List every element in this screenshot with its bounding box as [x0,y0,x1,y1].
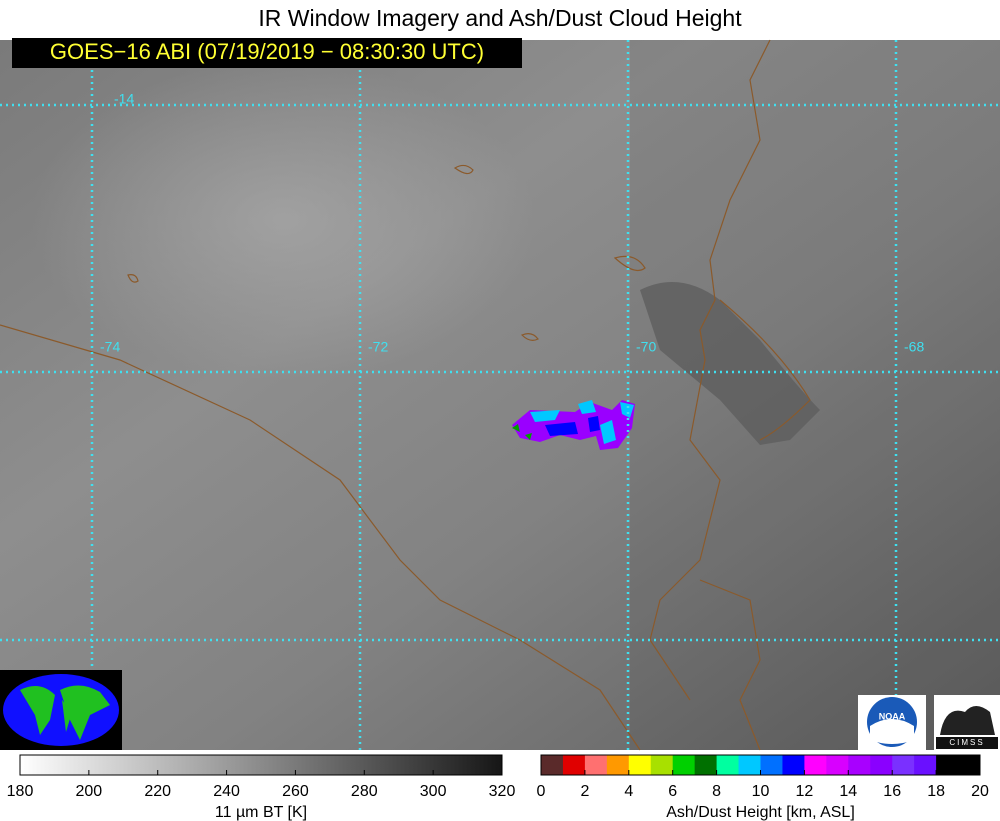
colorbar-tick-label: 14 [839,783,857,800]
timestamp-box [12,38,522,68]
colorbar-label: Ash/Dust Height [km, ASL] [666,804,855,821]
ash-mid [545,416,600,436]
colorbar-bin [870,755,893,775]
ocean [3,674,119,746]
colorbar-tick-label: 180 [7,783,34,800]
colorbar-tick-label: 6 [668,783,677,800]
colorbar-tick-label: 4 [624,783,633,800]
ir-shade [630,40,1000,750]
logo-text: CIMSS [949,738,984,747]
border [699,579,761,751]
colorbar-tick-label: 260 [282,783,309,800]
ash-mid [530,400,634,444]
colorbar-tick-label: 16 [883,783,901,800]
colorbar-bin [650,755,674,775]
colorbar-tick-label: 2 [580,783,589,800]
grid-labels: -14 -74 -72 -70 -68 [100,91,924,355]
colorbar-tick-label: 200 [76,783,103,800]
graticule [0,40,1000,750]
colorbar-bin [936,755,959,775]
longitude-label: -74 [100,339,120,355]
longitude-label: -70 [636,339,656,355]
colorbar-tick-label: 10 [752,783,770,800]
colorbar-tick-label: 240 [213,783,240,800]
colorbar-bin [782,755,805,775]
colorbar-bin [694,755,718,775]
colorbar-bin [606,755,630,775]
ash-low [512,424,532,440]
colorbar-bin [914,755,937,775]
globe-inset [0,670,122,750]
colorbar-bin [584,755,608,775]
lake-outline [719,299,811,441]
coastline [0,324,641,751]
logo-band [936,737,998,749]
colorbar-bin [760,755,783,775]
map: -14 -74 -72 -70 -68 GOES−16 ABI (07/19/2019 … [0,38,1000,751]
longitude-label: -68 [904,339,924,355]
noaa-logo: NOAA [858,695,926,750]
lakes [127,164,646,341]
colorbar-tick-label: 8 [712,783,721,800]
colorbar-bin [628,755,652,775]
colorbar-bin [672,755,696,775]
continents [20,685,110,740]
lake-region [640,282,820,445]
colorbar-bin [541,755,564,775]
colorbar-bin [848,755,871,775]
colorbar-tick-label: 220 [144,783,171,800]
ir-highlands [0,40,630,440]
cimss-logo: CIMSS [934,695,1000,750]
colorbar-tick-label: 300 [420,783,447,800]
colorbar-bin [958,755,981,775]
logo-silhouette [940,706,995,735]
colorbar-bin [804,755,827,775]
colorbar-bin [892,755,915,775]
colorbar-label: 11 µm BT [K] [215,804,307,821]
longitude-label: -72 [368,339,388,355]
logo-gull [870,719,914,744]
title: IR Window Imagery and Ash/Dust Cloud Hei… [258,5,742,31]
timestamp: GOES−16 ABI (07/19/2019 − 08:30:30 UTC) [50,39,484,64]
colorbar-frame [19,754,503,776]
border [649,39,771,701]
colorbar-ramp [20,755,502,775]
colorbar-bin [738,755,761,775]
colorbar-tick-label: 18 [927,783,945,800]
colorbar-tick-label: 280 [351,783,378,800]
colorbar-bin [562,755,586,775]
logo-text: NOAA [879,711,906,721]
colorbar-bin [716,755,740,775]
ash-plume [512,400,635,450]
colorbars: 180 200 220 240 260 280 300 320 11 µm BT [K] 0 2 4 6… [7,754,989,821]
colorbar-tick-label: 0 [537,783,546,800]
colorbar-tick-label: 20 [971,783,989,800]
colorbar-bin [826,755,849,775]
colorbar-tick-label: 12 [796,783,814,800]
colorbar-tick-label: 320 [489,783,516,800]
latitude-label: -14 [114,91,134,107]
